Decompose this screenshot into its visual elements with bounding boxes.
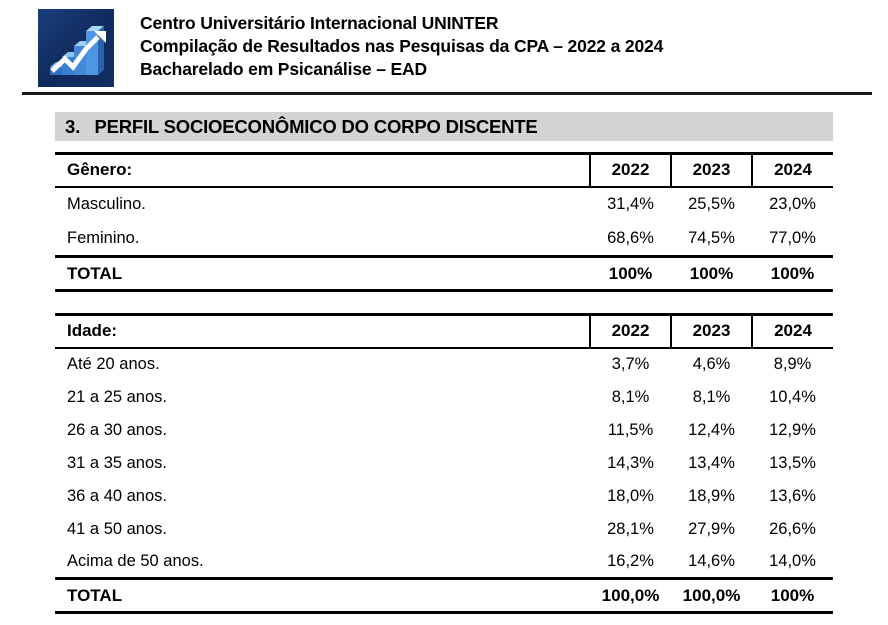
- total-genero-2022: 100%: [590, 255, 671, 292]
- section-header-bar: 3. PERFIL SOCIOECONÔMICO DO CORPO DISCEN…: [55, 112, 833, 141]
- total-idade-2024: 100%: [752, 577, 833, 614]
- table-genero-header-year-2023: 2023: [670, 152, 752, 188]
- masthead-title-block: Centro Universitário Internacional UNINT…: [140, 12, 663, 80]
- cell-26a30-2024: 12,9%: [769, 420, 816, 439]
- table-genero-foot: TOTAL 100% 100% 100%: [55, 255, 833, 292]
- cell-masculino-2024: 23,0%: [769, 195, 816, 213]
- row-label-26-30: 26 a 30 anos.: [67, 420, 167, 439]
- table-total-row: TOTAL 100% 100% 100%: [55, 255, 833, 292]
- cell-41a50-2022: 28,1%: [607, 519, 654, 538]
- cell-21a25-2023: 8,1%: [692, 387, 731, 406]
- table-row: 36 a 40 anos. 18,0% 18,9% 13,6%: [55, 480, 833, 513]
- table-genero-header-label: Gênero:: [55, 152, 590, 188]
- total-idade-2023: 100,0%: [671, 577, 752, 614]
- table-idade-header-year-2024: 2024: [751, 313, 833, 349]
- cell-31a35-2022: 14,3%: [607, 453, 654, 472]
- table-idade-header-label: Idade:: [55, 313, 590, 349]
- row-label-acima-50: Acima de 50 anos.: [67, 551, 204, 570]
- total-genero-2023: 100%: [671, 255, 752, 292]
- cell-36a40-2023: 18,9%: [688, 486, 735, 505]
- header-divider-rule: [22, 92, 872, 95]
- cell-31a35-2024: 13,5%: [769, 453, 816, 472]
- cell-ate20-2023: 4,6%: [692, 355, 731, 373]
- table-idade: Idade: 2022 2023 2024 Até 20 anos. 3,7% …: [55, 313, 833, 614]
- row-label-41-50: 41 a 50 anos.: [67, 519, 167, 538]
- table-idade-foot: TOTAL 100,0% 100,0% 100%: [55, 577, 833, 614]
- table-idade-header-year-2022: 2022: [589, 313, 671, 349]
- cell-feminino-2024: 77,0%: [769, 228, 816, 247]
- cell-26a30-2023: 12,4%: [688, 420, 735, 439]
- document-masthead: Centro Universitário Internacional UNINT…: [0, 0, 888, 87]
- total-genero-2024: 100%: [752, 255, 833, 292]
- cell-36a40-2022: 18,0%: [607, 486, 654, 505]
- cell-21a25-2022: 8,1%: [611, 387, 650, 406]
- cell-masculino-2023: 25,5%: [688, 195, 735, 213]
- table-row: Acima de 50 anos. 16,2% 14,6% 14,0%: [55, 546, 833, 579]
- table-row: 21 a 25 anos. 8,1% 8,1% 10,4%: [55, 381, 833, 414]
- cell-21a25-2024: 10,4%: [769, 387, 816, 406]
- table-genero-body: Masculino. 31,4% 25,5% 23,0% Feminino. 6…: [55, 187, 833, 257]
- cell-acima50-2023: 14,6%: [688, 551, 735, 570]
- masthead-line-subtitle: Compilação de Resultados nas Pesquisas d…: [140, 35, 664, 56]
- table-row: Até 20 anos. 3,7% 4,6% 8,9%: [55, 348, 833, 381]
- uninter-logo: [38, 9, 114, 87]
- row-label-31-35: 31 a 35 anos.: [67, 453, 167, 472]
- table-genero-header-year-2024: 2024: [751, 152, 833, 188]
- total-idade-2022: 100,0%: [590, 577, 671, 614]
- masthead-line-course: Bacharelado em Psicanálise – EAD: [140, 58, 428, 79]
- table-idade-head: Idade: 2022 2023 2024: [55, 313, 833, 349]
- cell-41a50-2023: 27,9%: [688, 519, 735, 538]
- cell-26a30-2022: 11,5%: [607, 420, 654, 439]
- cell-ate20-2022: 3,7%: [611, 355, 650, 373]
- total-label-idade: TOTAL: [55, 577, 590, 614]
- table-row: 31 a 35 anos. 14,3% 13,4% 13,5%: [55, 447, 833, 480]
- table-total-row: TOTAL 100,0% 100,0% 100%: [55, 577, 833, 614]
- table-header-row: Gênero: 2022 2023 2024: [55, 152, 833, 188]
- table-row: Masculino. 31,4% 25,5% 23,0%: [55, 187, 833, 222]
- table-idade-header-year-2023: 2023: [670, 313, 752, 349]
- table-row: Feminino. 68,6% 74,5% 77,0%: [55, 222, 833, 257]
- cell-acima50-2024: 14,0%: [769, 551, 816, 570]
- cell-31a35-2023: 13,4%: [688, 453, 735, 472]
- section-number: 3.: [65, 115, 81, 137]
- table-header-row: Idade: 2022 2023 2024: [55, 313, 833, 349]
- total-label-genero: TOTAL: [55, 255, 590, 292]
- bar-chart-growth-icon: [38, 9, 114, 87]
- table-row: 26 a 30 anos. 11,5% 12,4% 12,9%: [55, 414, 833, 447]
- section-title: PERFIL SOCIOECONÔMICO DO CORPO DISCENTE: [94, 115, 538, 137]
- table-genero: Gênero: 2022 2023 2024 Masculino. 31,4% …: [55, 152, 833, 292]
- cell-41a50-2024: 26,6%: [769, 519, 816, 538]
- masthead-line-institution: Centro Universitário Internacional UNINT…: [140, 13, 499, 33]
- row-label-ate-20: Até 20 anos.: [67, 355, 160, 373]
- table-row: 41 a 50 anos. 28,1% 27,9% 26,6%: [55, 513, 833, 546]
- cell-masculino-2022: 31,4%: [607, 195, 654, 213]
- cell-ate20-2024: 8,9%: [773, 355, 812, 373]
- table-genero-header-year-2022: 2022: [589, 152, 671, 188]
- cell-36a40-2024: 13,6%: [769, 486, 816, 505]
- row-label-feminino: Feminino.: [67, 228, 140, 247]
- table-genero-head: Gênero: 2022 2023 2024: [55, 152, 833, 188]
- table-idade-body: Até 20 anos. 3,7% 4,6% 8,9% 21 a 25 anos…: [55, 348, 833, 579]
- cell-acima50-2022: 16,2%: [607, 551, 654, 570]
- row-label-21-25: 21 a 25 anos.: [67, 387, 167, 406]
- row-label-masculino: Masculino.: [67, 195, 146, 213]
- cell-feminino-2023: 74,5%: [688, 228, 735, 247]
- cell-feminino-2022: 68,6%: [607, 228, 654, 247]
- row-label-36-40: 36 a 40 anos.: [67, 486, 167, 505]
